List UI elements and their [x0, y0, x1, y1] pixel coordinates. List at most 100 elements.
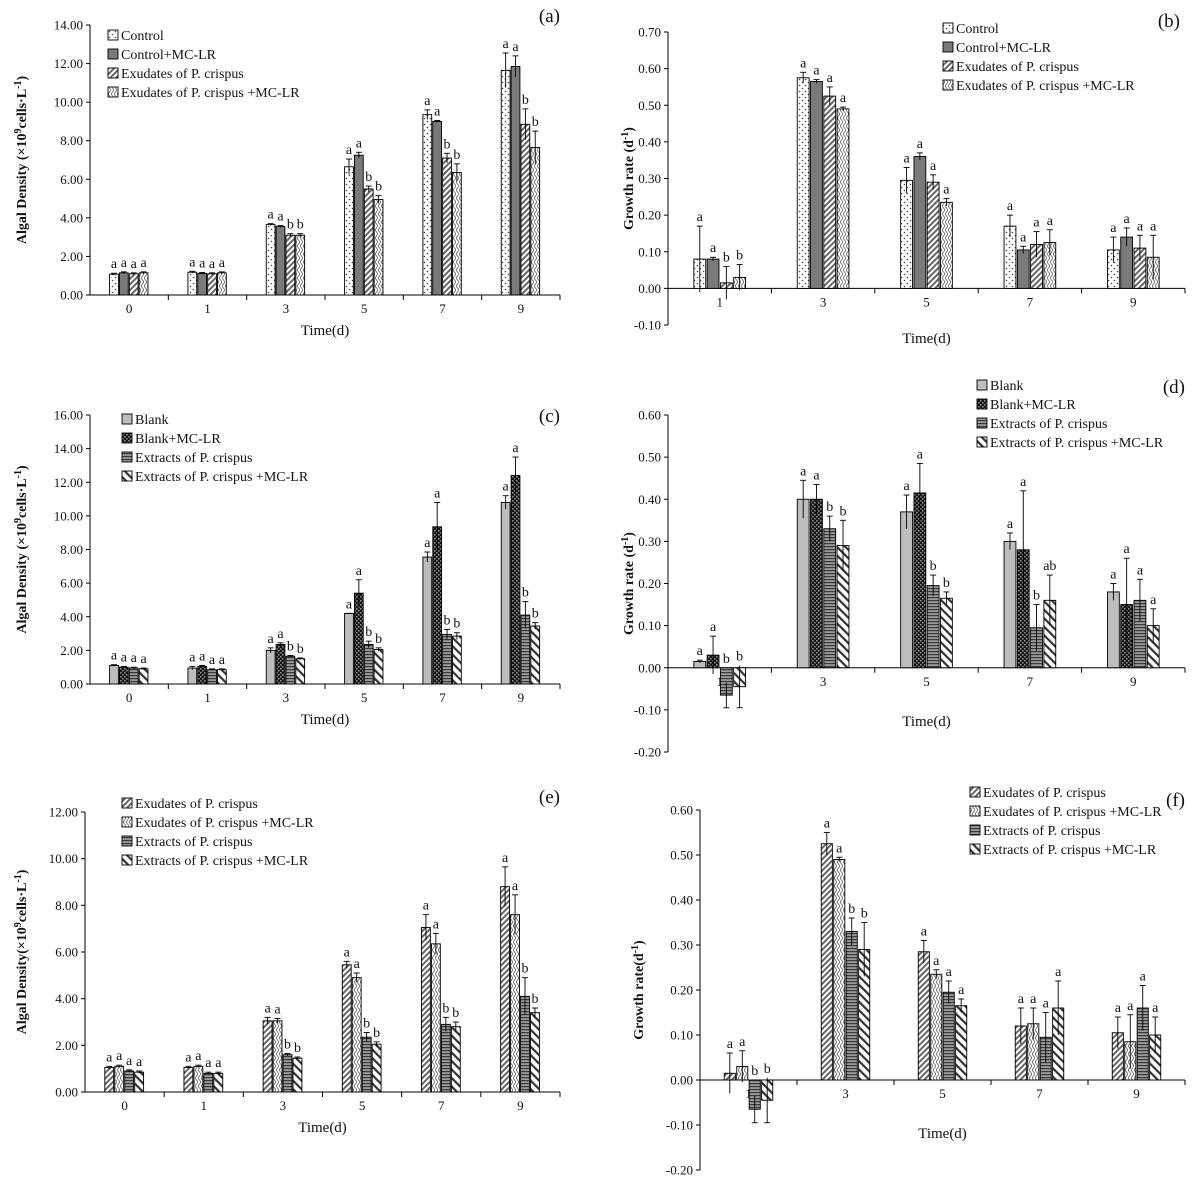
legend-label: Exudates of P. crispus: [121, 67, 244, 82]
significance-letter: a: [136, 1055, 143, 1070]
bar: [207, 669, 217, 685]
bar: [138, 668, 149, 685]
significance-letter: a: [346, 143, 353, 158]
significance-letter: a: [1127, 999, 1134, 1014]
significance-letter: a: [1055, 965, 1062, 980]
legend-swatch: [121, 854, 133, 866]
x-tick-label: 1: [204, 690, 211, 705]
y-axis-title: Growth rate (d-1): [620, 532, 638, 635]
y-tick-label: 0.20: [638, 208, 661, 223]
significance-letter: a: [1152, 1001, 1159, 1016]
significance-letter: a: [423, 899, 430, 914]
bar: [282, 1054, 293, 1093]
bar: [353, 154, 364, 296]
bar: [900, 511, 913, 669]
significance-letter: a: [111, 257, 118, 272]
legend-label: Extracts of P. crispus: [135, 835, 252, 850]
legend-swatch: [976, 436, 988, 448]
bar: [183, 1067, 194, 1093]
x-axis-title: Time(d): [902, 331, 951, 347]
bar: [363, 644, 374, 685]
legend-label: Exudates of P. crispus: [956, 60, 1079, 75]
y-tick-label: 16.00: [54, 408, 83, 423]
bar: [128, 667, 139, 685]
significance-letter: a: [111, 649, 118, 664]
y-tick-label: 0.40: [670, 893, 693, 908]
significance-letter: a: [1137, 219, 1144, 234]
significance-letter: b: [1033, 589, 1040, 604]
significance-letter: b: [453, 617, 460, 632]
y-tick-label: 14.00: [54, 18, 83, 33]
y-tick-label: 12.00: [54, 56, 83, 71]
significance-letter: b: [284, 1038, 291, 1053]
bar: [421, 927, 431, 1093]
y-axis-title: Algal Density(×109cells·L-1): [13, 869, 31, 1034]
significance-letter: a: [903, 152, 910, 167]
legend-label: Exudates of P. crispus: [135, 797, 258, 812]
significance-letter: a: [121, 650, 128, 665]
significance-letter: a: [930, 159, 937, 174]
significance-letter: a: [356, 564, 363, 579]
legend-label: Exudates of P. crispus +MC-LR: [983, 805, 1162, 820]
significance-letter: a: [268, 208, 275, 223]
legend-label: Control: [121, 29, 164, 44]
significance-letter: b: [532, 115, 539, 130]
significance-letter: b: [522, 962, 529, 977]
y-tick-label: 0.30: [638, 171, 661, 186]
bar: [197, 665, 208, 685]
legend-swatch: [121, 835, 133, 847]
y-axis-title-part: ): [622, 127, 637, 132]
bar: [373, 199, 384, 296]
significance-letter: a: [1150, 219, 1157, 234]
x-tick-label: 1: [745, 1086, 752, 1101]
y-axis-title: Algal Density (×109cells·L-1): [13, 465, 31, 634]
significance-letter: a: [346, 597, 353, 612]
x-tick-label: 9: [1130, 294, 1137, 309]
legend-label: Blank: [990, 379, 1023, 394]
significance-letter: a: [199, 650, 206, 665]
y-tick-label: 12.00: [49, 805, 78, 820]
significance-letter: a: [195, 1049, 202, 1064]
x-tick-label: 5: [359, 1098, 366, 1113]
x-axis-title: Time(d): [902, 714, 951, 730]
legend-label: Extracts of P. crispus: [990, 417, 1107, 432]
bar: [295, 658, 306, 685]
panel-label: (e): [539, 787, 560, 808]
x-tick-label: 3: [820, 674, 827, 689]
x-axis-title: Time(d): [918, 1126, 967, 1142]
legend-swatch: [969, 824, 981, 836]
significance-letter: b: [736, 650, 743, 665]
significance-letter: b: [930, 559, 937, 574]
significance-letter: a: [800, 464, 807, 479]
bar: [353, 592, 364, 685]
significance-letter: a: [434, 104, 441, 119]
y-tick-label: 0.40: [638, 492, 661, 507]
significance-letter: b: [532, 607, 539, 622]
y-tick-label: 8.00: [60, 542, 83, 557]
y-tick-label: -0.10: [634, 318, 661, 333]
y-tick-label: 2.00: [55, 1038, 78, 1053]
significance-letter: a: [131, 257, 138, 272]
significance-letter: a: [356, 136, 363, 151]
y-axis-title-part: Growth rate(d: [632, 953, 647, 1040]
y-tick-label: 0.50: [638, 450, 661, 465]
y-tick-label: 6.00: [60, 576, 83, 591]
significance-letter: a: [813, 64, 820, 79]
legend-swatch: [942, 22, 954, 34]
significance-letter: a: [903, 479, 910, 494]
significance-letter: a: [344, 945, 351, 960]
significance-letter: a: [205, 1056, 212, 1071]
bar: [285, 234, 296, 296]
significance-letter: a: [1150, 593, 1157, 608]
significance-letter: a: [140, 652, 147, 667]
significance-letter: a: [697, 644, 704, 659]
y-tick-label: 0.30: [670, 938, 693, 953]
y-axis-title-part: Growth rate (d: [622, 545, 637, 635]
bar: [706, 258, 720, 289]
legend-label: Control+MC-LR: [956, 41, 1052, 56]
panel-f: -0.20 -0.10 0.00 0.10 0.20 0.30 0.40 0.50 0.60 1 a…: [630, 786, 1186, 1178]
significance-letter: a: [1007, 517, 1014, 532]
significance-letter: a: [274, 1003, 281, 1018]
y-tick-label: 12.00: [54, 475, 83, 490]
y-axis-title-part: ): [15, 465, 30, 470]
